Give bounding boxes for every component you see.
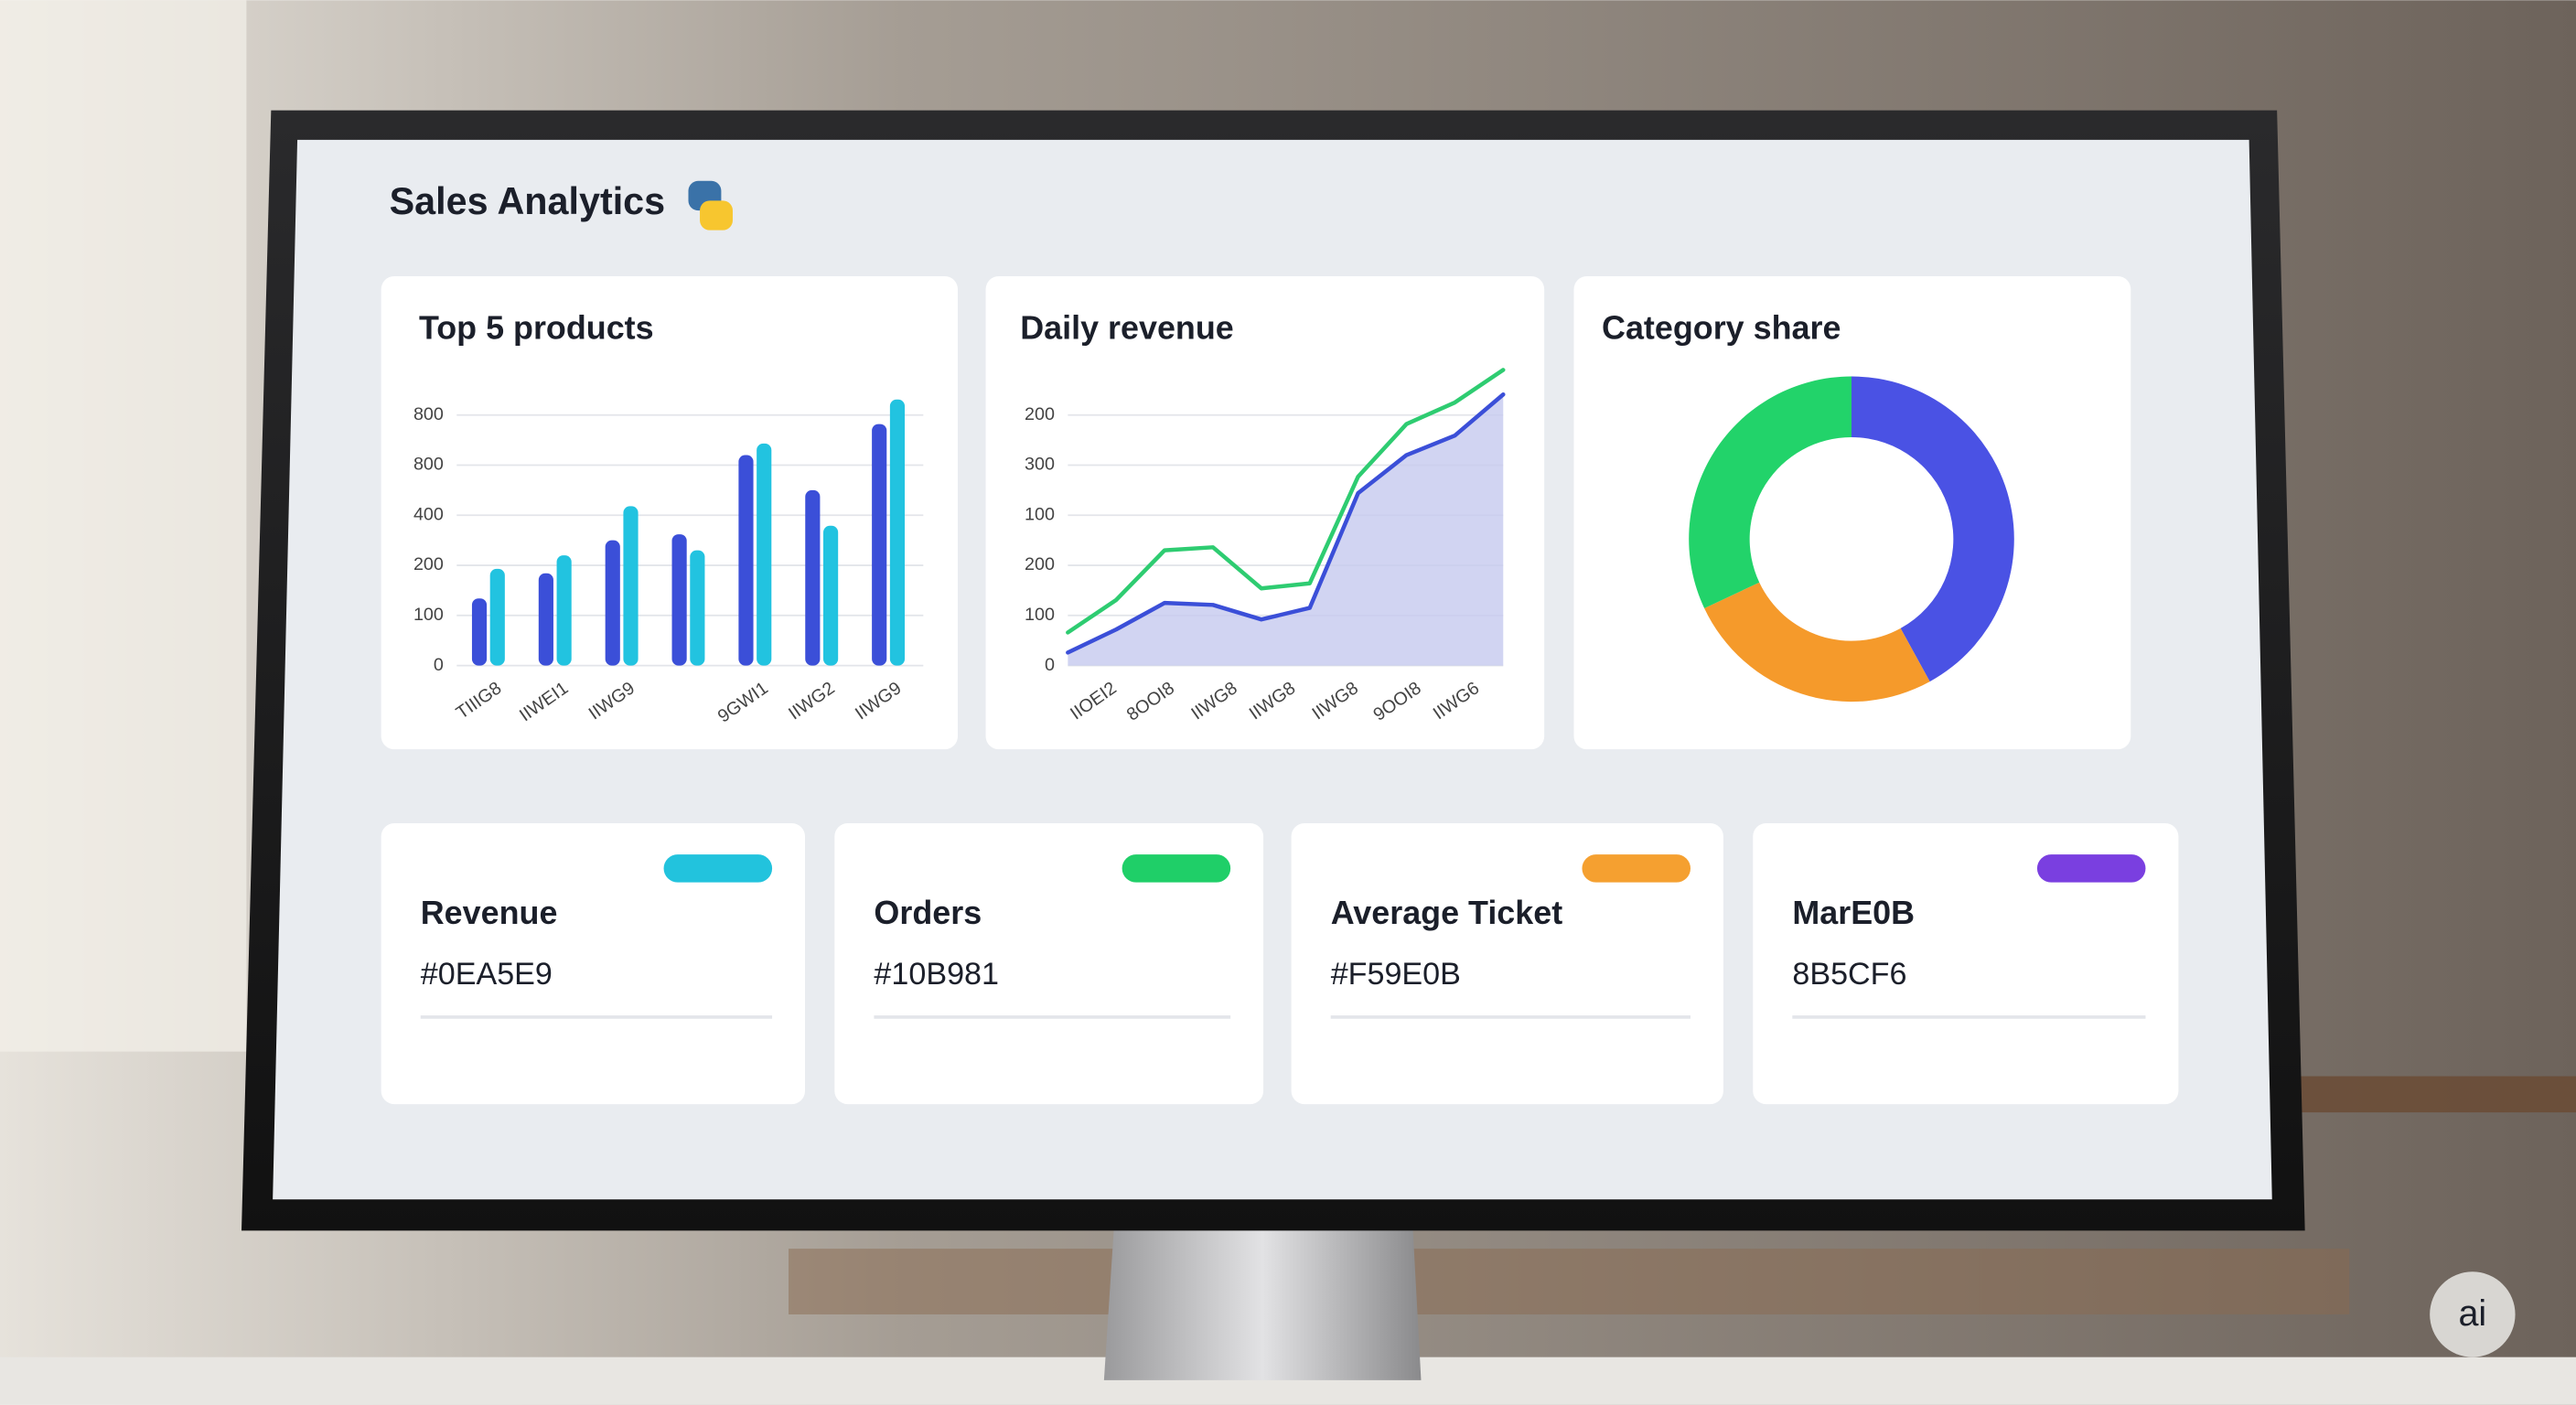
kpi-card: [834, 823, 1264, 1105]
monitor-stand: [1103, 1228, 1422, 1380]
kpi-title: Orders: [874, 894, 982, 931]
bar: [823, 525, 839, 666]
line: [1066, 368, 1506, 635]
badge-text: ai: [2458, 1293, 2486, 1334]
kpi-title: Average Ticket: [1331, 894, 1563, 931]
kpi-pill: [1582, 854, 1690, 883]
kpi-value: #F59E0B: [1331, 957, 1461, 992]
y-tick-label: 200: [413, 554, 444, 574]
bar: [690, 550, 705, 666]
ai-badge: [2430, 1271, 2516, 1357]
kpi-pill: [2036, 854, 2146, 883]
pie-segment: [1852, 376, 2014, 682]
kpi-card: [1753, 823, 2179, 1105]
chart-title: Daily revenue: [1020, 309, 1234, 347]
bar: [623, 506, 639, 666]
y-tick-label: 300: [1025, 455, 1055, 475]
y-tick-label: 100: [413, 605, 444, 625]
kpi-value: #0EA5E9: [421, 957, 553, 992]
bar: [471, 598, 488, 666]
kpi-pill: [1122, 854, 1231, 883]
pie-segment: [1689, 376, 1852, 609]
bar: [538, 573, 553, 666]
back-table: [789, 1249, 2350, 1314]
kpi-row: Revenue #0EA5E9 Orders #10B981 Average Ticke…: [381, 823, 2179, 1105]
y-tick-label: 100: [1025, 504, 1055, 524]
area: [1068, 394, 1504, 666]
y-tick-label: 200: [1025, 404, 1055, 424]
bar: [605, 540, 620, 666]
bar: [738, 455, 754, 666]
pie-segment: [1704, 582, 1930, 702]
shelf: [2267, 1076, 2576, 1113]
bar: [889, 399, 906, 666]
chart-title: Category share: [1602, 309, 1841, 347]
card: [381, 275, 959, 750]
y-tick-label: 100: [1025, 605, 1055, 625]
python-logo: [688, 180, 733, 231]
bar: [671, 534, 687, 666]
y-tick-label: 0: [434, 655, 444, 675]
kpi-value: 8B5CF6: [1792, 957, 1906, 992]
y-tick-label: 800: [413, 455, 444, 475]
y-tick-label: 200: [1025, 554, 1055, 574]
y-tick-label: 0: [1045, 655, 1055, 675]
kpi-value: #10B981: [874, 957, 999, 992]
dashboard-title: Sales Analytics: [390, 180, 665, 222]
bar: [556, 555, 572, 666]
window-light: [0, 0, 247, 1052]
bar: [805, 489, 821, 666]
card: [1573, 275, 2131, 750]
kpi-card: [1291, 823, 1723, 1105]
kpi-pill: [663, 854, 773, 883]
line: [1066, 392, 1506, 655]
kpi-title: Revenue: [421, 894, 558, 931]
kpi-card: [381, 823, 805, 1105]
bar: [872, 424, 887, 666]
kpi-title: MarE0B: [1792, 894, 1915, 931]
chart-title: Top 5 products: [419, 309, 654, 347]
bar: [489, 568, 505, 666]
y-tick-label: 400: [413, 504, 444, 524]
y-tick-label: 800: [413, 404, 444, 424]
bar: [757, 443, 772, 666]
